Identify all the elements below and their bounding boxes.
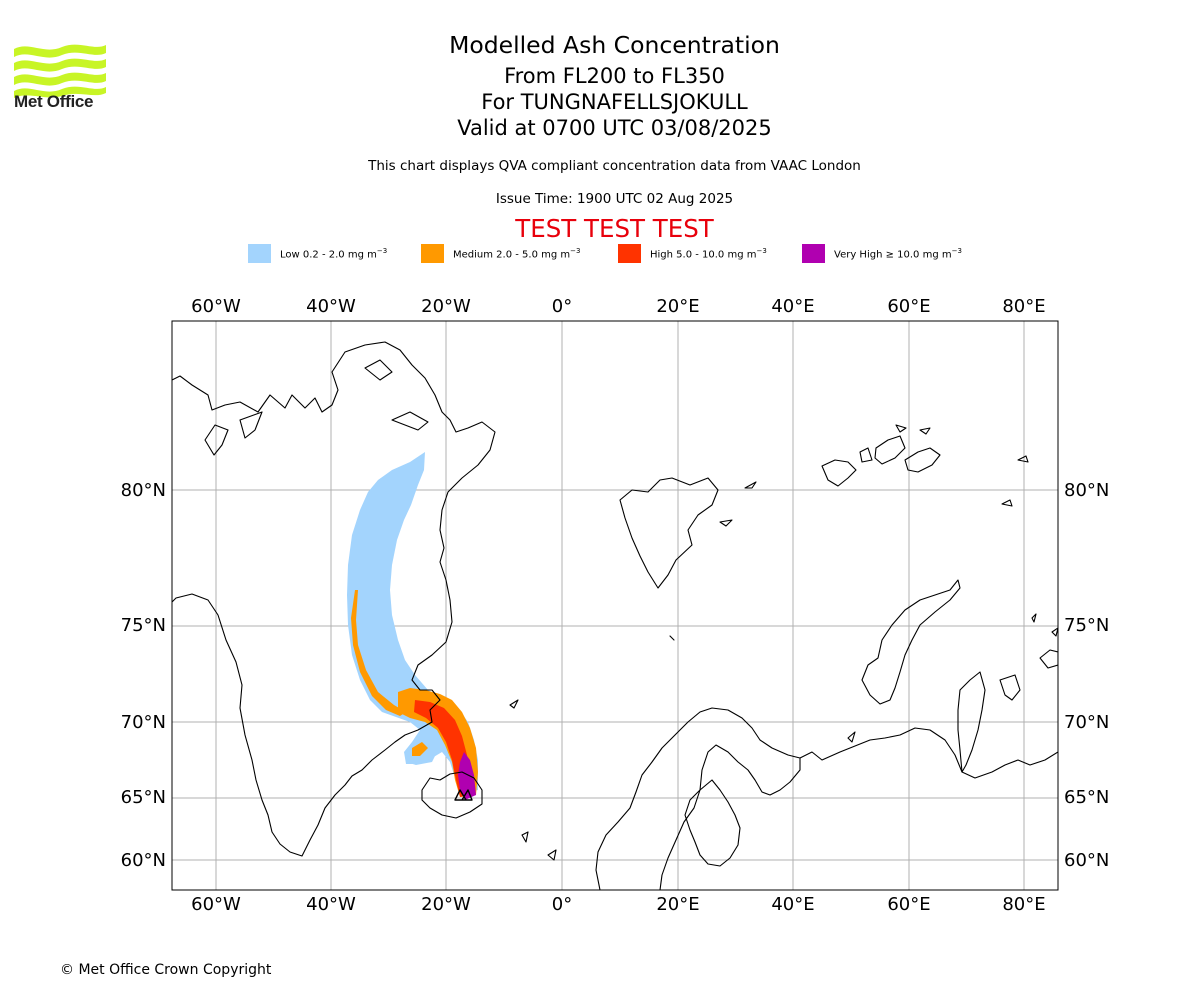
russia-arctic-coast	[799, 727, 1058, 779]
small-islands	[509, 613, 1058, 709]
lon-label-bottom: 20°W	[421, 894, 471, 915]
lon-label-top: 0°	[552, 296, 572, 317]
legend-label-very-high: Very High ≥ 10.0 mg m	[834, 249, 952, 261]
lon-label-top: 20°W	[421, 296, 471, 317]
ash-medium-streak	[351, 590, 406, 716]
lat-label-left: 60°N	[121, 850, 166, 871]
copyright: © Met Office Crown Copyright	[60, 962, 272, 978]
lon-label-bottom: 40°E	[771, 894, 814, 915]
ash-medium-blob	[412, 742, 428, 756]
lon-label-bottom: 60°W	[191, 894, 241, 915]
legend-label-medium: Medium 2.0 - 5.0 mg m	[453, 249, 571, 261]
lon-label-bottom: 80°E	[1002, 894, 1045, 915]
lat-label-right: 60°N	[1064, 850, 1109, 871]
lat-label-right: 70°N	[1064, 712, 1109, 733]
met-office-logo	[14, 44, 106, 98]
lon-label-bottom: 20°E	[656, 894, 699, 915]
legend-swatch-medium	[421, 244, 444, 263]
iceland-coast	[421, 771, 483, 819]
longitude-labels-bottom: 60°W 40°W 20°W 0° 20°E 40°E 60°E 80°E	[191, 894, 1045, 915]
lat-label-left: 75°N	[121, 615, 166, 636]
map-frame	[171, 320, 1059, 891]
flight-level-range: From FL200 to FL350	[504, 64, 725, 88]
svalbard-islands	[669, 481, 757, 641]
legend-swatch-low	[248, 244, 271, 263]
lat-label-left: 80°N	[121, 480, 166, 501]
legend-label-low: Low 0.2 - 2.0 mg m	[280, 249, 377, 261]
coastlines	[172, 341, 1058, 890]
lat-label-right: 75°N	[1064, 615, 1109, 636]
yamal-peninsula	[847, 649, 1058, 773]
ash-very-high-region	[458, 752, 476, 800]
test-banner: TEST TEST TEST	[515, 214, 714, 243]
graticule	[172, 321, 1058, 890]
finland-baltic-coast	[521, 779, 741, 867]
lon-label-bottom: 40°W	[306, 894, 356, 915]
franz-josef-land	[821, 424, 941, 487]
lon-label-top: 20°E	[656, 296, 699, 317]
legend-label-high: High 5.0 - 10.0 mg m	[650, 249, 757, 261]
chart-title: Modelled Ash Concentration	[449, 31, 780, 59]
lon-label-bottom: 0°	[552, 894, 572, 915]
svalbard-coast	[619, 477, 719, 589]
issue-time: Issue Time: 1900 UTC 02 Aug 2025	[495, 191, 734, 207]
lat-label-left: 65°N	[121, 787, 166, 808]
iceland-volcano-marker	[454, 789, 473, 801]
latitude-labels-right: 80°N 75°N 70°N 65°N 60°N	[1064, 480, 1109, 871]
lon-label-top: 60°E	[887, 296, 930, 317]
lat-label-right: 65°N	[1064, 787, 1109, 808]
greenland-fjords	[204, 359, 429, 456]
latitude-labels-left: 80°N 75°N 70°N 65°N 60°N	[121, 480, 166, 871]
lon-label-top: 40°W	[306, 296, 356, 317]
legend-swatch-very-high	[802, 244, 825, 263]
longitude-labels-top: 60°W 40°W 20°W 0° 20°E 40°E 60°E 80°E	[191, 296, 1045, 317]
scandinavia-coast	[595, 707, 801, 890]
lon-label-top: 60°W	[191, 296, 241, 317]
logo-text: Met Office	[14, 92, 94, 111]
lat-label-left: 70°N	[121, 712, 166, 733]
volcano-name: For TUNGNAFELLSJOKULL	[481, 90, 748, 114]
legend-swatch-high	[618, 244, 641, 263]
compliance-note: This chart displays QVA compliant concen…	[368, 158, 861, 174]
greenland-coast	[172, 341, 496, 857]
novaya-zemlya	[861, 455, 1029, 705]
valid-time: Valid at 0700 UTC 03/08/2025	[457, 116, 772, 140]
map-content	[172, 321, 1058, 890]
lon-label-bottom: 60°E	[887, 894, 930, 915]
lon-label-top: 40°E	[771, 296, 814, 317]
lon-label-top: 80°E	[1002, 296, 1045, 317]
lat-label-right: 80°N	[1064, 480, 1109, 501]
